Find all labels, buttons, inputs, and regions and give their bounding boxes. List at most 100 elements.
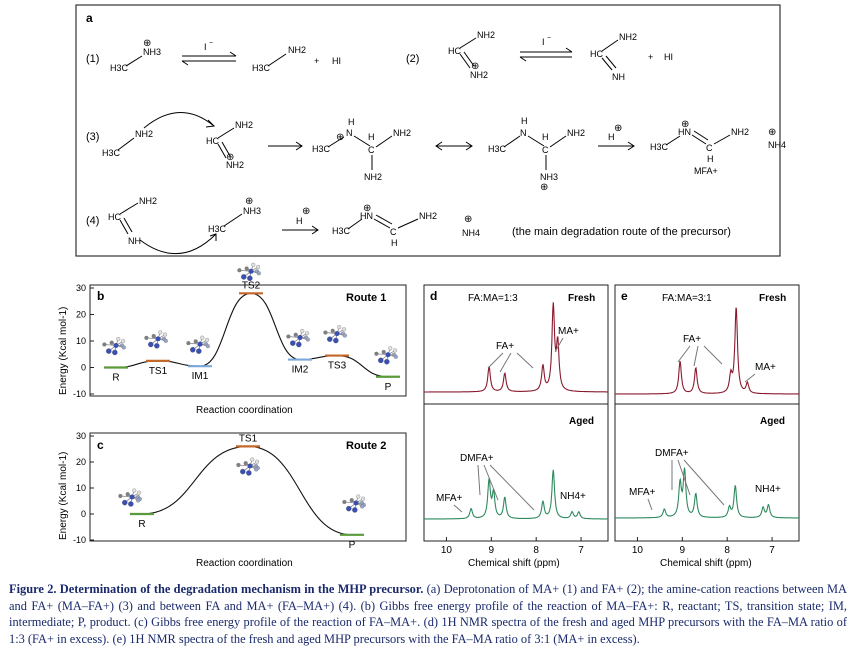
reaction-1: (1) H3C NH3 ⊕ I − H3C NH2 + HI	[86, 38, 341, 73]
r3-product-label: MFA+	[694, 166, 718, 176]
r2-nh2-bottom: NH2	[470, 70, 488, 80]
molecule-atom	[327, 336, 333, 342]
r2-hi: HI	[664, 52, 673, 62]
panel-e-xlabel: Chemical shift (ppm)	[660, 558, 752, 569]
panel-d-ma-label: MA+	[558, 326, 579, 337]
panel-c-title: Route 2	[346, 440, 386, 452]
molecule-atom	[247, 275, 253, 281]
r4-product-cation: ⊕	[363, 203, 371, 214]
molecule-atom	[353, 500, 359, 506]
r3-im1-nh2-bottom: NH2	[364, 172, 382, 182]
r1-prod-nh2: NH2	[288, 45, 306, 55]
state-label-ts2: TS2	[242, 280, 261, 291]
molecule-atom	[148, 341, 154, 348]
r3-number: (3)	[86, 131, 99, 143]
r3-im2-cation: ⊕	[540, 182, 548, 193]
molecule-atom	[296, 341, 302, 348]
state-label-ts1: TS1	[239, 433, 258, 444]
panel-d-label: d	[430, 289, 437, 303]
state-label-r: R	[112, 373, 119, 384]
molecule-atom	[158, 330, 163, 335]
r3-im2-h3c: H3C	[488, 144, 507, 154]
panel-d-fresh-spectrum	[424, 302, 608, 393]
r3-ma-nh2: NH2	[135, 129, 153, 139]
molecule-atom	[247, 463, 253, 469]
y-tick-label: -10	[73, 535, 86, 545]
route-2-molecule-models	[118, 457, 366, 513]
molecule-atom	[346, 505, 352, 512]
molecule-atom	[323, 330, 328, 335]
r3-im2-ch: H	[542, 132, 549, 142]
state-label-p: P	[385, 382, 392, 393]
panel-e-label: e	[621, 289, 628, 303]
state-label-r: R	[138, 519, 145, 530]
molecule-atom	[102, 342, 107, 347]
molecule-atom	[196, 348, 202, 354]
r3-nh4-charge: ⊕	[768, 127, 776, 138]
r3-product-h3c: H3C	[650, 142, 669, 152]
r2-prod-nh: NH	[612, 72, 625, 82]
molecule-atom	[393, 348, 398, 353]
panel-b-xlabel: Reaction coordination	[196, 405, 293, 416]
molecule-atom	[256, 264, 261, 270]
molecule-atom	[197, 341, 203, 347]
r4-hc: HC	[108, 212, 121, 222]
r4-ma-cation: ⊕	[245, 196, 253, 207]
molecule-atom	[349, 498, 354, 503]
r4-ma-h3c: H3C	[208, 224, 227, 234]
panel-d-fa-label: FA+	[496, 341, 514, 352]
panel-b-label: b	[97, 289, 104, 303]
molecule-atom	[113, 343, 119, 348]
reaction-2: (2) HC NH2 NH2 ⊕ I − HC NH2 NH + HI	[406, 30, 673, 82]
molecule-atom	[144, 335, 149, 340]
panel-e-ratio: FA:MA=3:1	[662, 293, 712, 304]
molecule-atom	[190, 347, 196, 353]
r4-nh4: NH4	[462, 228, 480, 238]
molecule-atom	[244, 266, 249, 271]
y-tick-label: 0	[81, 509, 86, 519]
r3-proton: H	[608, 132, 615, 142]
x-tick-label: 7	[769, 545, 775, 556]
molecule-atom	[334, 331, 340, 337]
reaction-4: (4) HC NH2 NH H3C NH3 ⊕ H ⊕ H3C HN ⊕ C N…	[86, 196, 731, 254]
r3-fa-nh2-top: NH2	[235, 120, 253, 130]
r1-hi: HI	[332, 56, 341, 66]
panel-d-fresh: Fresh	[568, 293, 595, 304]
panel-e-fresh-spectrum	[615, 307, 799, 395]
panel-c-xlabel: Reaction coordination	[196, 558, 293, 569]
x-tick-label: 9	[680, 545, 686, 556]
nmr-panel-d: d FA:MA=1:3 Fresh Aged 10 9 8 7 FA+ MA+ DMF…	[423, 284, 609, 569]
molecule-atom	[361, 496, 366, 501]
r4-product-nh2: NH2	[419, 211, 437, 221]
r3-product-c: C	[706, 143, 713, 153]
molecule-atom	[205, 337, 210, 342]
r4-ma-nh3: NH3	[243, 206, 261, 216]
molecule-atom	[352, 507, 358, 513]
r2-cation: ⊕	[471, 61, 479, 72]
molecule-atom	[337, 325, 342, 330]
r3-im2-nh3: NH3	[540, 172, 558, 182]
molecule-atom	[254, 467, 259, 472]
panel-b-title: Route 1	[346, 292, 386, 304]
panel-d-aged-spectrum	[424, 469, 608, 520]
molecule-atom	[293, 332, 298, 337]
r3-im2-n: N	[520, 128, 527, 138]
molecule-atom	[200, 335, 205, 340]
molecule-atom	[118, 493, 123, 499]
molecule-atom	[109, 340, 114, 345]
energy-profile-route-2: c Route 2 -10 0 10 20 30 R TS1 P Energy (Kcal …	[58, 431, 407, 569]
figure-caption: Figure 2. Determination of the degradati…	[9, 581, 847, 647]
panel-e-mfa-label: MFA+	[629, 487, 656, 498]
y-tick-label: 30	[76, 283, 86, 293]
r4-nh2: NH2	[139, 196, 157, 206]
molecule-atom	[237, 268, 242, 273]
state-label-ts3: TS3	[328, 361, 347, 372]
molecule-atom	[385, 352, 391, 358]
r4-proton-charge: ⊕	[302, 206, 310, 217]
r3-im1-cation: ⊕	[336, 132, 344, 143]
r3-product-nh2: NH2	[731, 127, 749, 137]
panel-c-label: c	[97, 438, 104, 452]
molecule-atom	[297, 335, 303, 341]
r1-iodide-charge: −	[209, 40, 213, 47]
r3-im1-h3c: H3C	[312, 144, 331, 154]
